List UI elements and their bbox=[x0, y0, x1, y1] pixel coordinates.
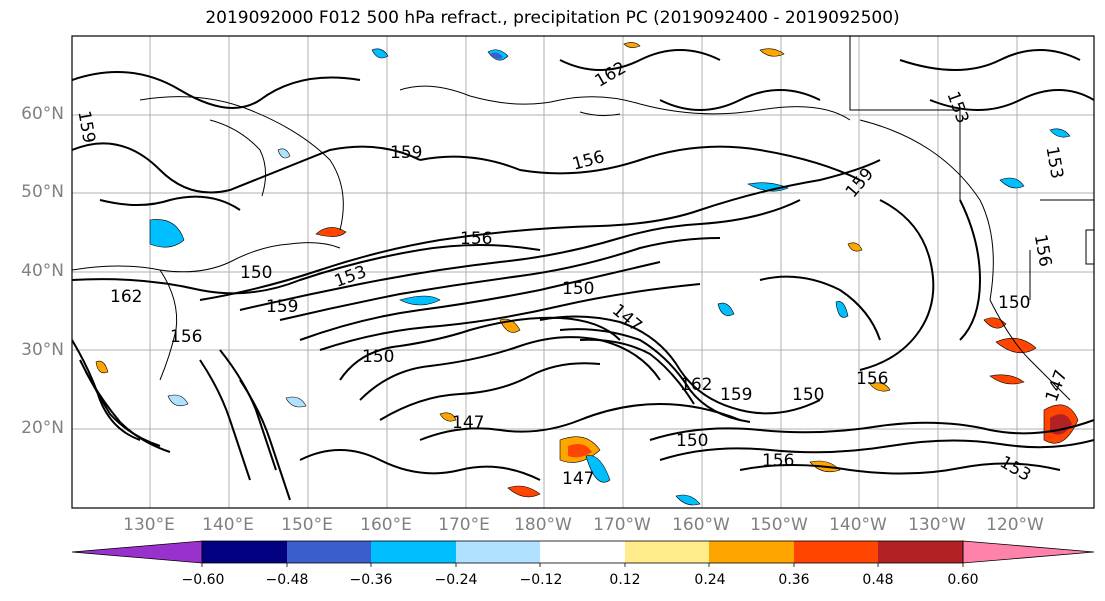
colorbar-tick-label: 0.24 bbox=[694, 572, 726, 588]
colorbar-tick-label: 0.60 bbox=[947, 572, 979, 588]
colorbar-tick-label: 0.36 bbox=[778, 572, 810, 588]
colorbar-segment bbox=[371, 541, 456, 563]
contour-label: 147 bbox=[452, 413, 484, 433]
lon-label: 120°W bbox=[986, 515, 1044, 535]
colorbar-tick-label: −0.12 bbox=[519, 572, 563, 588]
map-title: 2019092000 F012 500 hPa refract., precip… bbox=[205, 8, 900, 28]
colorbar-segment bbox=[202, 541, 287, 563]
lon-label: 130°W bbox=[908, 515, 966, 535]
lat-label-30n: 30°N bbox=[21, 340, 64, 360]
lat-label-40n: 40°N bbox=[21, 261, 64, 281]
lon-label: 170°W bbox=[593, 515, 651, 535]
contour-label: 162 bbox=[110, 287, 142, 307]
lon-label: 140°W bbox=[829, 515, 887, 535]
colorbar-extend-max bbox=[962, 540, 1095, 564]
lon-label: 130°E bbox=[123, 515, 175, 535]
contour-label: 156 bbox=[762, 451, 794, 471]
colorbar-segment bbox=[794, 541, 878, 563]
contour-label: 156 bbox=[856, 369, 888, 389]
contour-label: 150 bbox=[676, 431, 708, 451]
contour-label: 150 bbox=[998, 293, 1030, 313]
contour-lines bbox=[72, 49, 1094, 501]
colorbar-segment bbox=[287, 541, 371, 563]
colorbar-segment bbox=[456, 541, 540, 563]
contour-label: 150 bbox=[240, 263, 272, 283]
lon-label: 170°E bbox=[438, 515, 490, 535]
lon-label: 160°W bbox=[672, 515, 730, 535]
contour-label: 159 bbox=[720, 385, 752, 405]
contour-label: 156 bbox=[170, 327, 202, 347]
contour-label: 147 bbox=[562, 469, 594, 489]
colorbar-segment bbox=[878, 541, 963, 563]
colorbar-tick-label: −0.60 bbox=[181, 572, 225, 588]
contour-label: 150 bbox=[562, 279, 594, 299]
colorbar bbox=[71, 540, 1095, 567]
lon-label: 150°E bbox=[281, 515, 333, 535]
lat-label-60n: 60°N bbox=[21, 104, 64, 124]
lon-label: 180°W bbox=[514, 515, 572, 535]
contour-label: 150 bbox=[792, 385, 824, 405]
lon-label: 140°E bbox=[202, 515, 254, 535]
colorbar-tick-label: −0.24 bbox=[434, 572, 478, 588]
colorbar-segment bbox=[540, 541, 625, 563]
colorbar-tick-label: −0.48 bbox=[265, 572, 309, 588]
contour-label: 156 bbox=[460, 229, 492, 249]
colorbar-segment bbox=[709, 541, 794, 563]
contour-label: 162 bbox=[680, 375, 712, 395]
contour-label: 159 bbox=[266, 297, 298, 317]
lat-label-20n: 20°N bbox=[21, 418, 64, 438]
colorbar-extend-min bbox=[71, 540, 203, 564]
contour-label: 150 bbox=[362, 347, 394, 367]
colorbar-tick-label: −0.36 bbox=[349, 572, 393, 588]
lat-label-50n: 50°N bbox=[21, 182, 64, 202]
contour-label: 159 bbox=[390, 143, 422, 163]
lon-label: 160°E bbox=[360, 515, 412, 535]
colorbar-tick-label: 0.12 bbox=[609, 572, 641, 588]
colorbar-frame bbox=[201, 540, 964, 564]
map-frame bbox=[71, 35, 1095, 509]
colorbar-segment bbox=[625, 541, 709, 563]
lon-label: 150°W bbox=[750, 515, 808, 535]
colorbar-tick-label: 0.48 bbox=[862, 572, 894, 588]
